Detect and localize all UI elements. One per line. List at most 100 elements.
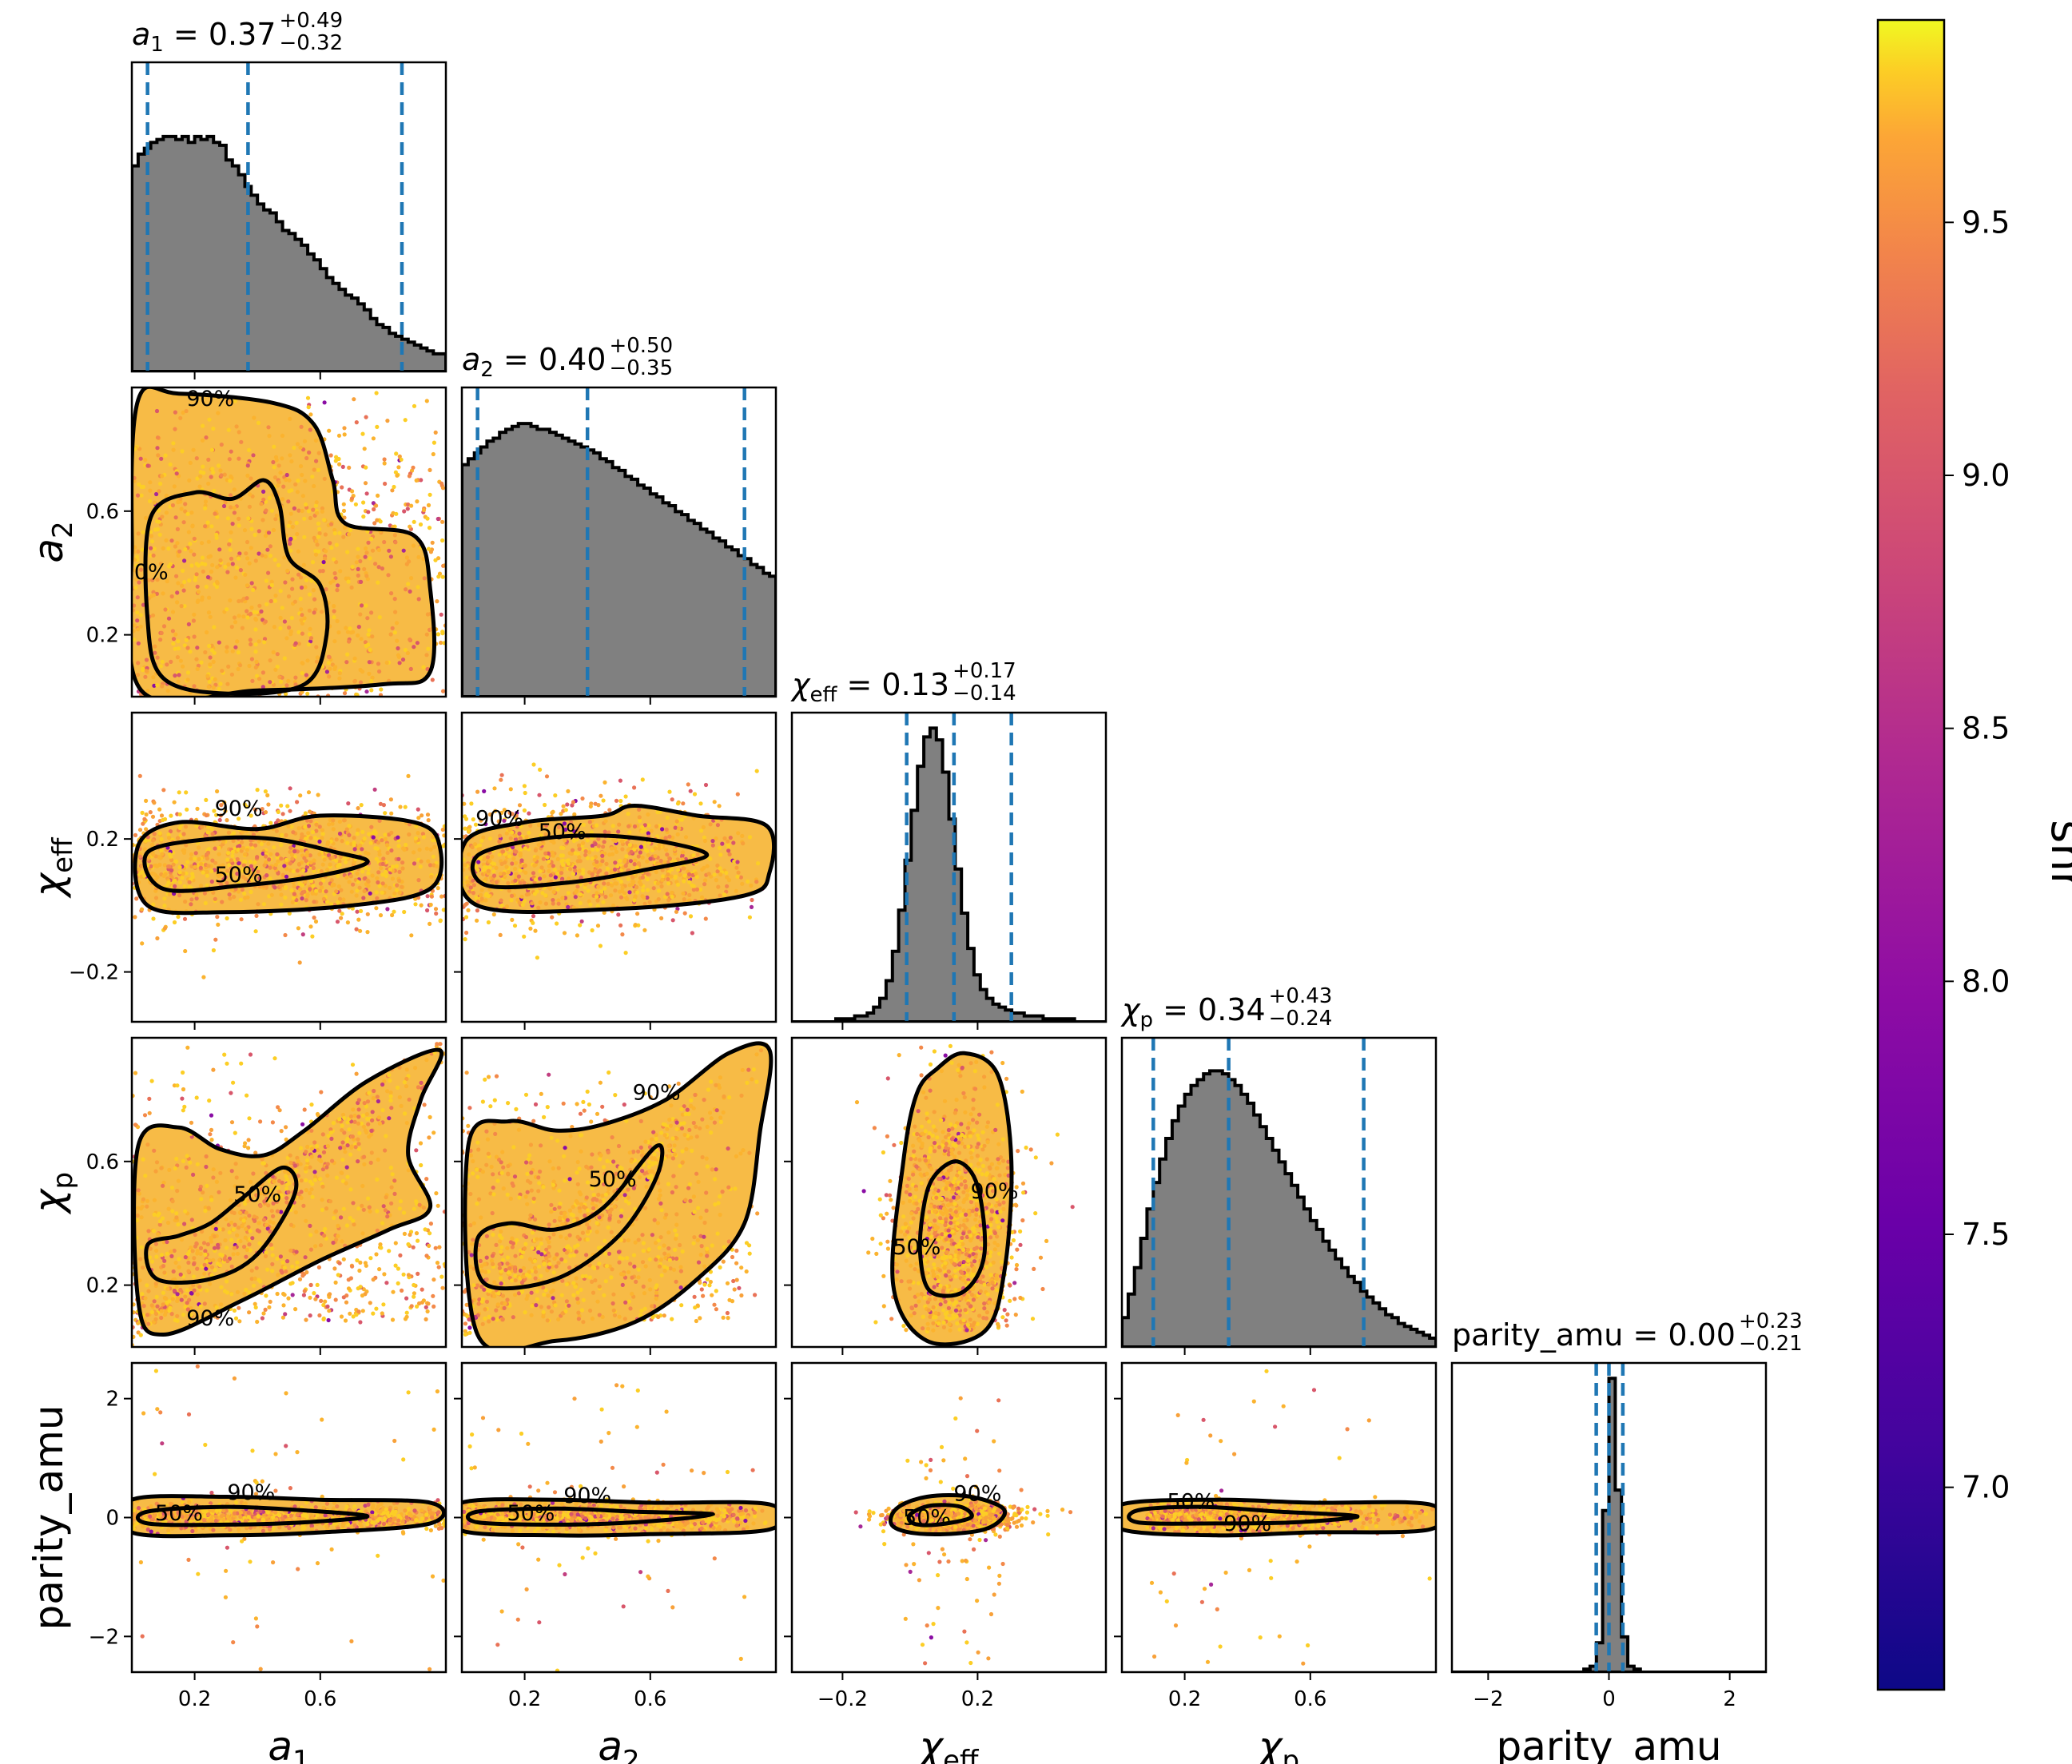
scatter-point: [403, 647, 408, 653]
scatter-point: [210, 858, 215, 863]
scatter-point: [300, 494, 305, 499]
scatter-point: [213, 896, 217, 901]
scatter-point: [270, 1261, 275, 1266]
scatter-point: [136, 1330, 141, 1335]
scatter-point: [275, 652, 280, 657]
scatter-point: [317, 852, 322, 856]
scatter-point: [281, 484, 286, 489]
scatter-point: [215, 514, 220, 519]
scatter-point: [738, 875, 744, 880]
scatter-point: [299, 1178, 304, 1183]
scatter-point: [306, 509, 311, 514]
scatter-point: [283, 1169, 288, 1174]
scatter-point: [401, 846, 406, 851]
scatter-point: [367, 1205, 372, 1210]
scatter-point: [328, 1199, 333, 1204]
scatter-point: [161, 624, 167, 629]
scatter-point: [400, 884, 404, 889]
scatter-point: [365, 1116, 370, 1121]
scatter-point: [631, 1150, 636, 1154]
scatter-point: [183, 502, 188, 507]
scatter-point: [676, 1081, 681, 1086]
scatter-point: [374, 1252, 379, 1257]
scatter-point: [393, 1263, 398, 1268]
scatter-point: [441, 844, 446, 848]
panel-frame: [460, 711, 777, 1023]
scatter-point: [595, 894, 599, 899]
scatter-point: [173, 1166, 177, 1170]
scatter-point: [404, 587, 408, 592]
scatter-point: [660, 877, 665, 882]
scatter-point: [149, 539, 155, 544]
scatter-point: [595, 823, 599, 828]
scatter-point: [267, 434, 272, 439]
panel-a_1-a_1: a1 = 0.37 +0.49−0.32: [130, 9, 447, 379]
scatter-point: [308, 592, 312, 597]
scatter-point: [499, 810, 504, 816]
scatter-point: [352, 679, 357, 684]
scatter-point: [213, 860, 218, 865]
scatter-point: [361, 896, 366, 900]
scatter-point: [334, 858, 339, 863]
scatter-point: [163, 453, 168, 458]
scatter-point: [284, 1182, 289, 1187]
scatter-point: [165, 1251, 169, 1256]
scatter-point: [336, 864, 340, 868]
scatter-point: [433, 430, 438, 435]
contour-90: [133, 813, 444, 916]
scatter-point: [563, 896, 568, 900]
scatter-point: [273, 862, 278, 868]
scatter-point: [537, 1181, 542, 1186]
scatter-point: [165, 1300, 169, 1305]
scatter-point: [156, 1232, 161, 1237]
scatter-point: [593, 841, 598, 847]
scatter-point: [152, 1212, 157, 1217]
scatter-point: [471, 1238, 475, 1242]
scatter-point: [483, 876, 488, 881]
scatter-point: [388, 1098, 393, 1103]
scatter-point: [221, 1227, 225, 1232]
scatter-point: [288, 845, 293, 850]
scatter-point: [539, 1237, 543, 1242]
scatter-point: [389, 811, 394, 816]
scatter-point: [384, 660, 389, 665]
scatter-point: [383, 832, 388, 837]
scatter-point: [714, 878, 719, 883]
scatter-point: [157, 532, 162, 537]
scatter-point: [293, 1307, 298, 1312]
scatter-point: [408, 666, 413, 672]
scatter-point: [255, 855, 260, 860]
scatter-point: [279, 892, 284, 897]
scatter-point: [467, 852, 471, 857]
scatter-point: [284, 1177, 289, 1182]
scatter-point: [345, 652, 350, 657]
scatter-point: [326, 840, 331, 844]
scatter-point: [245, 848, 249, 852]
scatter-point: [284, 867, 289, 872]
scatter-point: [150, 578, 155, 582]
scatter-point: [612, 867, 618, 872]
scatter-point: [338, 855, 343, 860]
scatter-point: [364, 1130, 369, 1135]
scatter-point: [505, 846, 510, 852]
scatter-point: [532, 863, 537, 868]
scatter-point: [157, 508, 161, 513]
scatter-point: [193, 851, 198, 856]
scatter-point: [529, 1313, 534, 1317]
scatter-point: [170, 1297, 175, 1301]
scatter-point: [280, 456, 284, 461]
scatter-point: [205, 856, 209, 861]
scatter-point: [299, 585, 304, 590]
scatter-point: [259, 1191, 264, 1196]
scatter-point: [702, 1098, 706, 1102]
scatter-point: [253, 558, 258, 563]
scatter-point: [680, 857, 685, 862]
scatter-point: [159, 848, 164, 853]
scatter-point: [280, 1180, 284, 1185]
scatter-point: [162, 863, 167, 868]
scatter-point: [543, 832, 548, 836]
scatter-point: [286, 1296, 291, 1301]
scatter-point: [391, 1289, 396, 1294]
scatter-point: [701, 824, 706, 829]
scatter-point: [229, 1120, 235, 1125]
